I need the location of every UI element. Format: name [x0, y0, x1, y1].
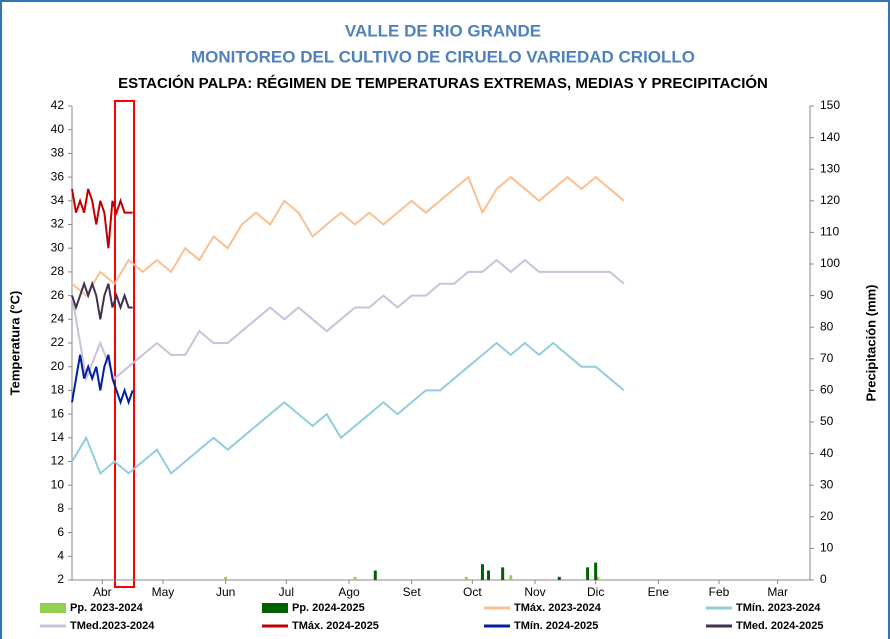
y-tick-label: 42 — [51, 98, 65, 112]
x-tick-label: Nov — [524, 585, 545, 599]
legend-label: TMáx. 2023-2024 — [514, 602, 602, 614]
legend-label: TMed. 2024-2025 — [736, 620, 823, 632]
y-tick-label: 10 — [51, 477, 65, 491]
legend-label: Pp. 2023-2024 — [70, 602, 144, 614]
y-tick-label: 38 — [51, 146, 65, 160]
x-tick-label: Ago — [338, 585, 360, 599]
y-tick-label: 8 — [57, 501, 64, 515]
x-tick-label: Feb — [709, 585, 730, 599]
y-tick-label: 26 — [51, 288, 65, 302]
y2-tick-label: 130 — [820, 161, 840, 175]
x-tick-label: Jul — [279, 585, 294, 599]
y2-tick-label: 150 — [820, 98, 840, 112]
x-tick-label: Dic — [587, 585, 604, 599]
x-tick-label: Oct — [463, 585, 482, 599]
y2-tick-label: 20 — [820, 509, 834, 523]
bar — [464, 576, 468, 580]
y-tick-label: 2 — [57, 572, 64, 586]
y2-tick-label: 50 — [820, 414, 834, 428]
bar — [557, 576, 561, 580]
y-tick-label: 14 — [51, 430, 65, 444]
legend-label: TMed.2023-2024 — [70, 620, 155, 632]
y-tick-label: 20 — [51, 359, 65, 373]
legend-label: TMáx. 2024-2025 — [292, 620, 379, 632]
x-tick-label: Set — [403, 585, 422, 599]
x-tick-label: Ene — [648, 585, 670, 599]
y2-tick-label: 30 — [820, 477, 834, 491]
x-tick-label: Abr — [93, 585, 112, 599]
bar — [586, 567, 590, 580]
bar — [596, 576, 600, 580]
legend-label: Pp. 2024-2025 — [292, 602, 365, 614]
bar — [373, 570, 377, 580]
y2-axis-label: Precipitación (mm) — [863, 284, 878, 401]
x-tick-label: Mar — [767, 585, 788, 599]
y-tick-label: 34 — [51, 193, 65, 207]
y2-tick-label: 40 — [820, 446, 834, 460]
y-tick-label: 18 — [51, 383, 65, 397]
y-tick-label: 16 — [51, 406, 65, 420]
chart-subtitle: MONITOREO DEL CULTIVO DE CIRUELO VARIEDA… — [191, 47, 695, 66]
legend-label: TMín. 2024-2025 — [514, 620, 598, 632]
y-tick-label: 24 — [51, 311, 65, 325]
line-series — [71, 175, 625, 298]
chart-caption: ESTACIÓN PALPA: RÉGIMEN DE TEMPERATURAS … — [118, 74, 768, 92]
y2-tick-label: 110 — [820, 225, 839, 239]
legend-swatch — [40, 603, 66, 613]
bar — [487, 570, 491, 580]
x-tick-label: Jun — [216, 585, 235, 599]
x-tick-label: May — [152, 585, 175, 599]
y-tick-label: 36 — [51, 169, 65, 183]
legend-label: TMín. 2023-2024 — [736, 602, 821, 614]
line-series — [71, 280, 133, 320]
y2-tick-label: 100 — [820, 256, 840, 270]
y-tick-label: 28 — [51, 264, 65, 278]
bar — [594, 562, 598, 580]
line-series — [71, 188, 133, 249]
bar — [224, 576, 228, 580]
bar — [353, 576, 357, 580]
y2-tick-label: 80 — [820, 319, 834, 333]
line-series — [71, 258, 625, 383]
y-tick-label: 30 — [51, 240, 65, 254]
highlight-box — [114, 100, 135, 588]
y-tick-label: 4 — [57, 548, 64, 562]
line-series — [71, 354, 134, 406]
bar — [480, 564, 484, 580]
y2-tick-label: 70 — [820, 351, 834, 365]
legend-swatch — [262, 603, 288, 613]
y-tick-label: 6 — [57, 525, 64, 539]
y2-tick-label: 10 — [820, 541, 834, 555]
y-axis-label: Temperatura (°C) — [7, 291, 22, 396]
bar — [501, 567, 505, 580]
chart-title: VALLE DE RIO GRANDE — [345, 21, 541, 40]
line-series — [71, 341, 625, 476]
y2-tick-label: 60 — [820, 383, 834, 397]
y2-tick-label: 0 — [820, 572, 827, 586]
y-tick-label: 32 — [51, 217, 65, 231]
y-tick-label: 40 — [51, 122, 65, 136]
bar — [509, 575, 513, 580]
y-tick-label: 12 — [51, 454, 65, 468]
y-tick-label: 22 — [51, 335, 65, 349]
y2-tick-label: 140 — [820, 130, 840, 144]
y2-tick-label: 90 — [820, 288, 834, 302]
y2-tick-label: 120 — [820, 193, 840, 207]
